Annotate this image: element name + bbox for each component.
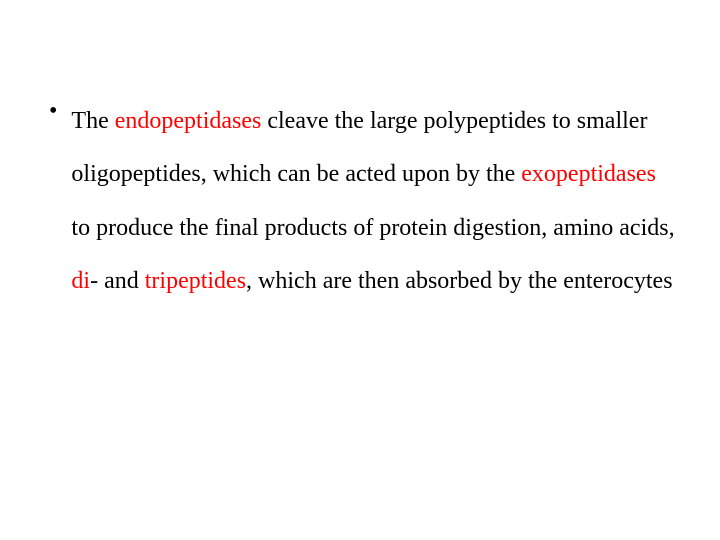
bullet-item: • The endopeptidases cleave the large po… bbox=[45, 95, 675, 308]
highlight-endopeptidases: endopeptidases bbox=[115, 108, 262, 134]
highlight-di: di bbox=[71, 268, 90, 294]
bullet-text-paragraph: The endopeptidases cleave the large poly… bbox=[71, 95, 675, 308]
highlight-exopeptidases: exopeptidases bbox=[521, 161, 656, 187]
bullet-marker: • bbox=[49, 95, 57, 123]
highlight-tripeptides: tripeptides bbox=[145, 268, 246, 294]
text-segment-0: The bbox=[71, 108, 114, 134]
text-segment-4: to produce the final products of protein… bbox=[71, 215, 674, 241]
text-segment-8: , which are then absorbed by the enteroc… bbox=[246, 268, 673, 294]
text-segment-6: - and bbox=[90, 268, 145, 294]
